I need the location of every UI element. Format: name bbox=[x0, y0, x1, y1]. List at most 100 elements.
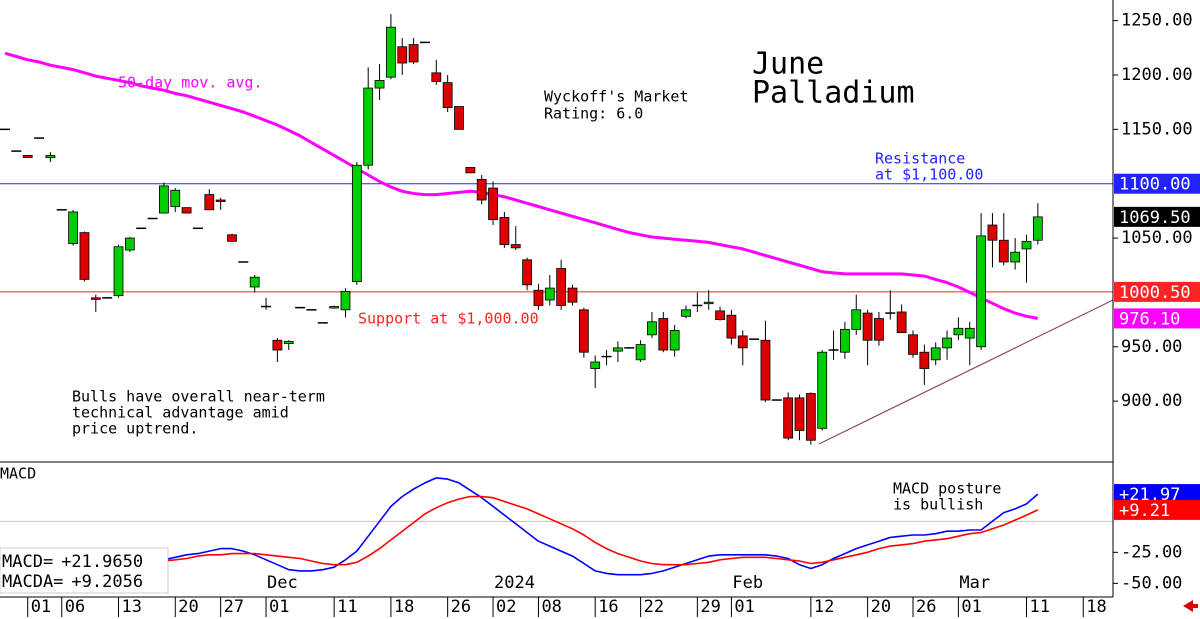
x-tick-label: 01 bbox=[269, 597, 289, 617]
y-tick-label: 900.00 bbox=[1121, 391, 1182, 411]
x-tick-label: 01 bbox=[961, 597, 981, 617]
candle-body bbox=[1032, 216, 1043, 241]
axis-value-label: 1100.00 bbox=[1119, 175, 1191, 195]
x-tick-label: 20 bbox=[871, 597, 891, 617]
legend-entry: MACD= +21.9650 bbox=[2, 552, 143, 572]
legend-name: MACD= bbox=[2, 552, 53, 572]
trend-line bbox=[818, 299, 1114, 445]
candle-body bbox=[22, 155, 33, 159]
y-tick-label: 950.00 bbox=[1121, 337, 1182, 357]
rating-text: Rating: 6.0 bbox=[544, 105, 643, 123]
y-tick-label: 1150.00 bbox=[1121, 119, 1193, 139]
marks-layer bbox=[0, 14, 1043, 576]
candle-body bbox=[1010, 251, 1021, 263]
x-tick-label: 18 bbox=[394, 597, 414, 617]
candle-body bbox=[590, 361, 601, 369]
candle-body bbox=[79, 232, 90, 280]
candle-body bbox=[397, 46, 408, 64]
candle-body bbox=[408, 44, 419, 63]
chart-title: June bbox=[752, 47, 824, 82]
x-tick-label: 26 bbox=[451, 597, 471, 617]
candle-body bbox=[385, 26, 396, 78]
y-tick-label: 1250.00 bbox=[1121, 11, 1193, 31]
candle-body bbox=[204, 194, 215, 211]
candle-body bbox=[908, 334, 918, 355]
axis-value-label: 1069.50 bbox=[1119, 208, 1191, 228]
candle-body bbox=[613, 347, 623, 352]
ma-label: 50-day mov. avg. bbox=[118, 74, 263, 92]
candle-body bbox=[249, 276, 260, 288]
candle-body bbox=[737, 335, 748, 349]
candle-body bbox=[544, 287, 555, 301]
candle-body bbox=[647, 321, 657, 336]
y-tick-label: -25.00 bbox=[1121, 542, 1182, 562]
candle-body bbox=[556, 268, 567, 306]
candle-body bbox=[170, 189, 181, 207]
candle-body bbox=[930, 347, 941, 361]
month-label: Feb bbox=[732, 573, 763, 593]
y-tick-label: 1200.00 bbox=[1121, 65, 1193, 85]
macd-note: is bullish bbox=[893, 496, 983, 514]
candle-body bbox=[488, 187, 498, 220]
candle-body bbox=[68, 211, 78, 244]
candle-body bbox=[953, 327, 964, 336]
legend-value: +9.2056 bbox=[71, 572, 143, 592]
month-label: Dec bbox=[267, 573, 298, 593]
candle-body bbox=[874, 318, 884, 341]
month-label: Mar bbox=[959, 573, 990, 593]
candle-body bbox=[896, 311, 907, 334]
rating-text: Wyckoff's Market bbox=[544, 88, 689, 106]
candle-body bbox=[817, 351, 828, 429]
candle-body bbox=[351, 164, 362, 282]
candle-body bbox=[45, 155, 56, 159]
comment-text: Bulls have overall near-term bbox=[72, 388, 325, 406]
candle-body bbox=[329, 306, 340, 309]
candle-body bbox=[340, 290, 351, 311]
axis-value-label: +9.21 bbox=[1119, 501, 1170, 521]
x-tick-label: 08 bbox=[541, 597, 561, 617]
candle-body bbox=[987, 224, 998, 241]
resistance-note: Resistance bbox=[875, 150, 965, 168]
candle-body bbox=[976, 235, 986, 348]
macd-line bbox=[5, 495, 1039, 566]
resistance-note: at $1,100.00 bbox=[875, 166, 983, 184]
candle-body bbox=[454, 106, 464, 130]
candle-body bbox=[158, 185, 169, 214]
moving-average-line bbox=[4, 51, 1039, 320]
x-tick-label: 01 bbox=[31, 597, 51, 617]
candle-body bbox=[942, 337, 952, 349]
candle-body bbox=[862, 312, 873, 341]
candle-body bbox=[805, 393, 816, 441]
candle-body bbox=[840, 328, 850, 353]
x-tick-label: 29 bbox=[700, 597, 720, 617]
x-tick-label: 02 bbox=[496, 597, 516, 617]
x-tick-label: 27 bbox=[224, 597, 244, 617]
candle-body bbox=[442, 82, 453, 109]
candle-body bbox=[726, 314, 737, 339]
candle-body bbox=[181, 207, 192, 214]
axis-value-box bbox=[1114, 308, 1200, 329]
candle-body bbox=[510, 244, 521, 249]
candle-body bbox=[113, 246, 124, 297]
x-tick-label: 26 bbox=[916, 597, 936, 617]
candle-body bbox=[374, 80, 385, 89]
candle-body bbox=[215, 199, 226, 202]
axis-value-box bbox=[1114, 484, 1200, 505]
candle-body bbox=[227, 234, 237, 242]
macd-line bbox=[5, 477, 1039, 576]
axis-value-box bbox=[1114, 499, 1200, 520]
y-tick-label: 1050.00 bbox=[1121, 228, 1193, 248]
candle-body bbox=[272, 339, 283, 351]
axis-value-label: 1000.50 bbox=[1119, 283, 1191, 303]
legend-box bbox=[0, 547, 169, 594]
candle-body bbox=[533, 289, 544, 306]
candle-body bbox=[998, 239, 1009, 263]
front-layer: 1250.00 1200.00 1150.00 1050.00 950.00 900.00… bbox=[27, 11, 1200, 617]
candle-body bbox=[578, 309, 589, 353]
legend-name: MACDA= bbox=[2, 572, 63, 592]
axis-value-box bbox=[1114, 281, 1200, 302]
support-note: Support at $1,000.00 bbox=[358, 310, 539, 328]
scroll-arrow bbox=[1183, 600, 1198, 612]
candle-body bbox=[476, 178, 487, 201]
